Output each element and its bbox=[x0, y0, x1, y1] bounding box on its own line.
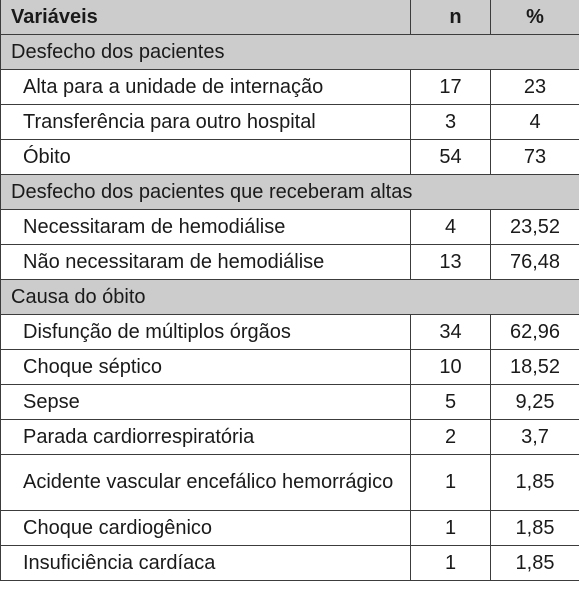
row-n: 3 bbox=[410, 103, 491, 140]
row-label: Não necessitaram de hemodiálise bbox=[0, 243, 411, 280]
table-row: Parada cardiorrespiratória 2 3,7 bbox=[0, 418, 579, 455]
row-pct: 1,85 bbox=[490, 544, 579, 581]
row-label: Alta para a unidade de internação bbox=[0, 68, 411, 105]
row-pct: 9,25 bbox=[490, 383, 579, 420]
row-n: 5 bbox=[410, 383, 491, 420]
row-pct: 4 bbox=[490, 103, 579, 140]
row-pct: 73 bbox=[490, 138, 579, 175]
row-pct: 23,52 bbox=[490, 208, 579, 245]
section-row: Causa do óbito bbox=[0, 278, 579, 315]
header-percent: % bbox=[490, 0, 579, 35]
table-row: Disfunção de múltiplos órgãos 34 62,96 bbox=[0, 313, 579, 350]
row-label: Choque séptico bbox=[0, 348, 411, 385]
header-n: n bbox=[410, 0, 491, 35]
row-pct: 3,7 bbox=[490, 418, 579, 455]
row-pct: 76,48 bbox=[490, 243, 579, 280]
table-row: Óbito 54 73 bbox=[0, 138, 579, 175]
row-pct: 1,85 bbox=[490, 509, 579, 546]
row-n: 1 bbox=[410, 453, 491, 511]
row-label: Óbito bbox=[0, 138, 411, 175]
data-table: Variáveis n % Desfecho dos pacientes Alt… bbox=[0, 0, 579, 581]
row-pct: 23 bbox=[490, 68, 579, 105]
table-header-row: Variáveis n % bbox=[0, 0, 579, 35]
section-title: Desfecho dos pacientes bbox=[0, 33, 579, 70]
row-label: Sepse bbox=[0, 383, 411, 420]
row-n: 4 bbox=[410, 208, 491, 245]
table-row: Acidente vascular encefálico hemorrágico… bbox=[0, 453, 579, 511]
table-row: Não necessitaram de hemodiálise 13 76,48 bbox=[0, 243, 579, 280]
table-row: Insuficiência cardíaca 1 1,85 bbox=[0, 544, 579, 581]
row-pct: 1,85 bbox=[490, 453, 579, 511]
row-n: 34 bbox=[410, 313, 491, 350]
row-label: Insuficiência cardíaca bbox=[0, 544, 411, 581]
table-row: Alta para a unidade de internação 17 23 bbox=[0, 68, 579, 105]
section-title: Desfecho dos pacientes que receberam alt… bbox=[0, 173, 579, 210]
table-row: Choque cardiogênico 1 1,85 bbox=[0, 509, 579, 546]
row-pct: 18,52 bbox=[490, 348, 579, 385]
section-row: Desfecho dos pacientes que receberam alt… bbox=[0, 173, 579, 210]
row-pct: 62,96 bbox=[490, 313, 579, 350]
row-n: 17 bbox=[410, 68, 491, 105]
row-n: 1 bbox=[410, 544, 491, 581]
row-label: Acidente vascular encefálico hemorrágico bbox=[0, 453, 411, 511]
table-row: Necessitaram de hemodiálise 4 23,52 bbox=[0, 208, 579, 245]
row-label: Transferência para outro hospital bbox=[0, 103, 411, 140]
header-variaveis: Variáveis bbox=[0, 0, 411, 35]
row-label: Disfunção de múltiplos órgãos bbox=[0, 313, 411, 350]
row-label: Necessitaram de hemodiálise bbox=[0, 208, 411, 245]
table-row: Sepse 5 9,25 bbox=[0, 383, 579, 420]
section-title: Causa do óbito bbox=[0, 278, 579, 315]
row-n: 1 bbox=[410, 509, 491, 546]
row-n: 2 bbox=[410, 418, 491, 455]
row-n: 54 bbox=[410, 138, 491, 175]
table-row: Transferência para outro hospital 3 4 bbox=[0, 103, 579, 140]
row-n: 13 bbox=[410, 243, 491, 280]
table-row: Choque séptico 10 18,52 bbox=[0, 348, 579, 385]
row-n: 10 bbox=[410, 348, 491, 385]
row-label: Choque cardiogênico bbox=[0, 509, 411, 546]
section-row: Desfecho dos pacientes bbox=[0, 33, 579, 70]
row-label: Parada cardiorrespiratória bbox=[0, 418, 411, 455]
